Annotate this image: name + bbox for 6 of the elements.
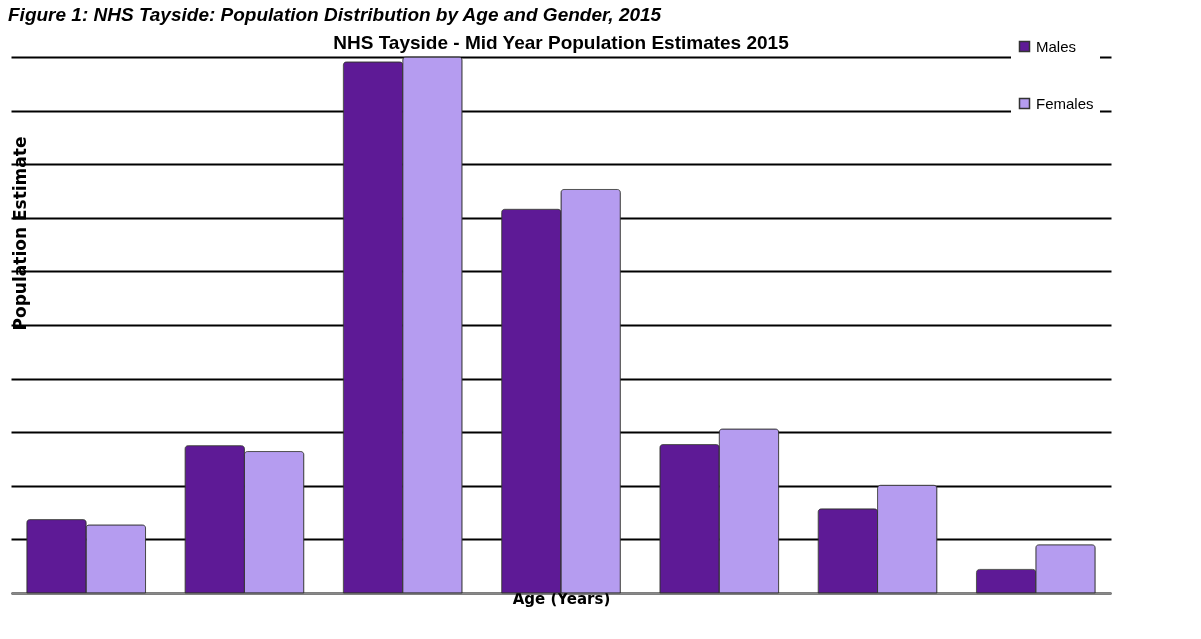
x-axis-title: Age (Years) (512, 589, 611, 608)
caption: Figure 1: NHS Tayside: Population Distribution by Age and Gender, 2015 (7, 3, 663, 27)
y-axis-title: Population Estimate (9, 136, 30, 331)
legend-label: Females (1036, 94, 1094, 112)
legend-label: Males (1036, 37, 1077, 55)
chart-title: NHS Tayside - Mid Year Population Estimates 2015 (333, 32, 790, 53)
